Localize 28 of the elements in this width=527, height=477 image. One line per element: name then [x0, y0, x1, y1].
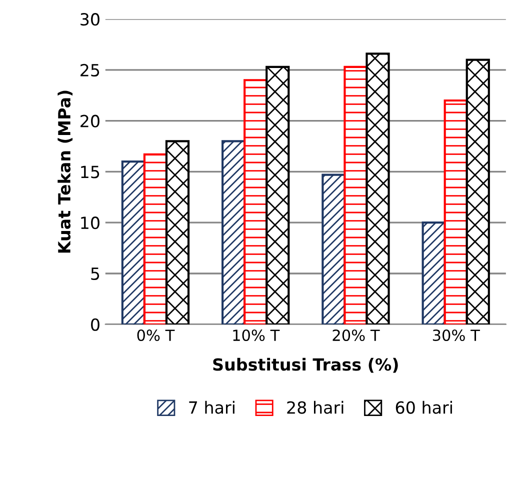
x-tick-label: 20% T — [332, 329, 380, 342]
bar — [121, 160, 146, 324]
bar — [143, 153, 168, 324]
x-axis-title: Substitusi Trass (%) — [213, 358, 398, 373]
bar — [266, 66, 290, 324]
legend-label: 28 hari — [287, 400, 344, 414]
y-tick-label: 25 — [80, 64, 100, 77]
legend-label: 60 hari — [396, 400, 452, 414]
y-tick-label: 15 — [81, 166, 100, 178]
y-tick-label: 20 — [80, 114, 100, 128]
bar — [466, 58, 490, 324]
bar — [344, 66, 368, 324]
bar — [165, 140, 190, 324]
y-tick-label: 10 — [81, 216, 100, 230]
x-tick-label: 10% T — [233, 329, 280, 342]
y-axis-title: Kuat Tekan (MPa) — [58, 90, 73, 253]
legend-label: 7 hari — [189, 400, 234, 414]
y-tick-label: 0 — [91, 318, 100, 331]
bar — [244, 79, 268, 324]
y-tick-label: 5 — [91, 268, 100, 280]
x-tick-label: 30% T — [432, 329, 480, 342]
bar — [322, 174, 346, 324]
bar — [422, 222, 446, 324]
bar — [366, 52, 390, 324]
y-tick-label: 30 — [80, 13, 100, 26]
bar — [222, 140, 246, 324]
x-tick-label: 0% T — [137, 329, 175, 342]
bar — [444, 99, 468, 324]
